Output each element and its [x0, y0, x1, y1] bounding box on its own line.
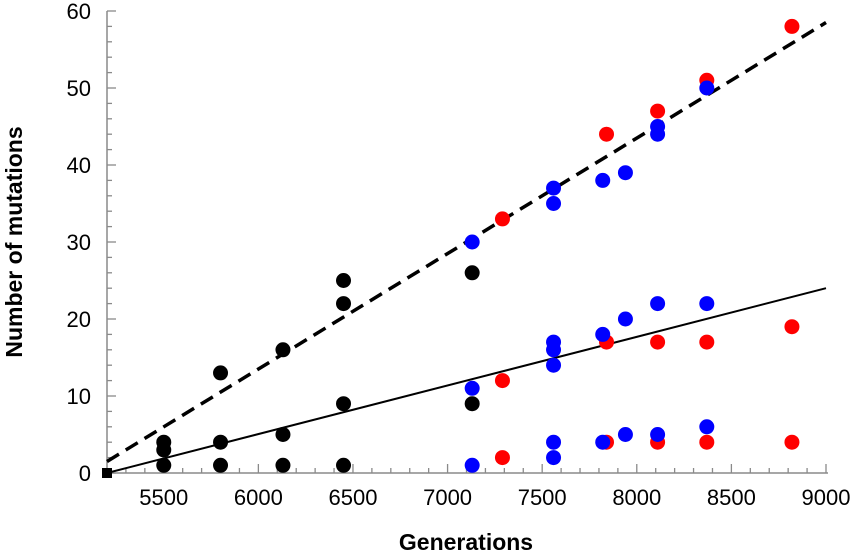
y-axis-title: Number of mutations: [1, 126, 27, 357]
data-point-red: [784, 18, 800, 34]
data-point-blue: [650, 296, 666, 312]
data-point-black: [213, 365, 229, 381]
data-point-blue: [617, 311, 633, 327]
data-point-black: [102, 468, 112, 478]
data-point-blue: [650, 427, 666, 442]
data-point-black: [336, 457, 352, 473]
data-point-black: [336, 396, 352, 412]
data-point-black: [156, 442, 172, 458]
data-point-red: [784, 434, 800, 450]
data-point-black: [336, 296, 352, 312]
x-tick-label: 5500: [139, 485, 188, 510]
data-point-blue: [464, 380, 480, 396]
x-tick-label: 7000: [423, 485, 472, 510]
ticks: 5500 6000 6500 7000 7500 8000 8500 9000 0 10 20 30 4…: [67, 0, 850, 510]
y-tick-label: 0: [79, 461, 91, 486]
data-point-red: [650, 103, 666, 119]
y-tick-label: 20: [67, 307, 91, 332]
x-tick-label: 8000: [612, 485, 661, 510]
data-point-red: [699, 334, 715, 350]
data-point-blue: [546, 357, 562, 373]
data-point-black: [275, 342, 291, 358]
x-axis-title: Generations: [399, 529, 533, 555]
data-point-blue: [617, 165, 633, 181]
x-tick-label: 8500: [707, 485, 756, 510]
data-point-blue: [546, 450, 562, 466]
data-point-black: [464, 396, 480, 412]
y-tick-label: 60: [67, 0, 91, 24]
data-point-blue: [546, 180, 562, 196]
x-tick-label: 6000: [234, 485, 283, 510]
data-point-red: [494, 373, 510, 389]
data-point-blue: [464, 234, 480, 250]
data-point-black: [213, 434, 229, 450]
data-point-red: [494, 450, 510, 466]
data-point-black: [275, 457, 291, 473]
data-point-blue: [595, 172, 611, 188]
x-tick-label: 7500: [518, 485, 567, 510]
data-point-black: [156, 457, 172, 473]
data-point-blue: [595, 434, 611, 450]
data-point-red: [599, 126, 615, 142]
data-point-blue: [546, 434, 562, 450]
data-point-black: [213, 457, 229, 473]
data-point-blue: [546, 342, 562, 358]
data-point-red: [494, 211, 510, 227]
data-point-black: [464, 265, 480, 281]
data-point-blue: [595, 326, 611, 342]
y-tick-label: 50: [67, 76, 91, 101]
data-point-blue: [464, 457, 480, 473]
data-point-blue: [699, 296, 715, 312]
data-point-red: [650, 334, 666, 350]
y-tick-label: 30: [67, 230, 91, 255]
data-points: [102, 18, 800, 478]
x-tick-label: 6500: [328, 485, 377, 510]
data-point-blue: [546, 196, 562, 211]
x-tick-label: 9000: [802, 485, 850, 510]
data-point-blue: [650, 126, 666, 142]
data-point-blue: [699, 419, 715, 435]
data-point-black: [336, 273, 352, 288]
data-point-blue: [699, 80, 715, 96]
data-point-red: [784, 319, 800, 335]
y-tick-label: 10: [67, 384, 91, 409]
data-point-red: [699, 434, 715, 450]
data-point-blue: [617, 427, 633, 442]
y-tick-label: 40: [67, 153, 91, 178]
data-point-black: [275, 427, 291, 442]
